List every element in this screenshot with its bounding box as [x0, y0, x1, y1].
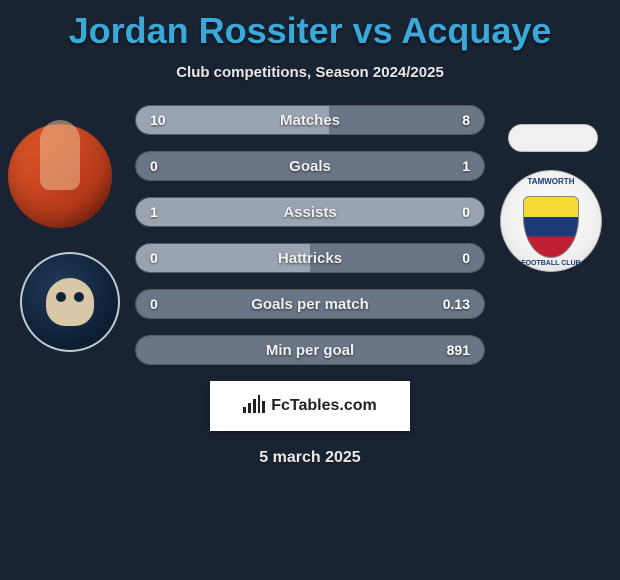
shield-icon: [523, 196, 579, 258]
brand-text: FcTables.com: [271, 397, 377, 415]
page-title: Jordan Rossiter vs Acquaye: [0, 0, 620, 52]
bar-chart-icon: [243, 395, 265, 417]
stat-row: 00Hattricks: [135, 243, 485, 273]
club-right-bottom-label: FOOTBALL CLUB: [501, 260, 601, 267]
stat-label: Matches: [136, 106, 484, 134]
date-text: 5 march 2025: [0, 449, 620, 467]
stat-label: Min per goal: [136, 336, 484, 364]
owl-icon: [46, 278, 94, 326]
logo-bar: [258, 395, 261, 413]
club-right-top-label: TAMWORTH: [501, 177, 601, 186]
logo-bar: [253, 399, 256, 413]
stat-row: 00.13Goals per match: [135, 289, 485, 319]
logo-bar: [262, 401, 265, 413]
club-left-badge: [20, 252, 120, 352]
stat-label: Assists: [136, 198, 484, 226]
logo-bar: [243, 407, 246, 413]
stat-label: Goals: [136, 152, 484, 180]
stat-row: 01Goals: [135, 151, 485, 181]
logo-bar: [248, 403, 251, 413]
stat-row: 108Matches: [135, 105, 485, 135]
stat-row: 891Min per goal: [135, 335, 485, 365]
stat-label: Hattricks: [136, 244, 484, 272]
player-left-avatar: [8, 124, 112, 228]
subtitle: Club competitions, Season 2024/2025: [0, 64, 620, 81]
stat-label: Goals per match: [136, 290, 484, 318]
stat-row: 10Assists: [135, 197, 485, 227]
player-right-avatar: [508, 124, 598, 152]
club-right-badge: TAMWORTH FOOTBALL CLUB: [500, 170, 602, 272]
brand-badge: FcTables.com: [210, 381, 410, 431]
